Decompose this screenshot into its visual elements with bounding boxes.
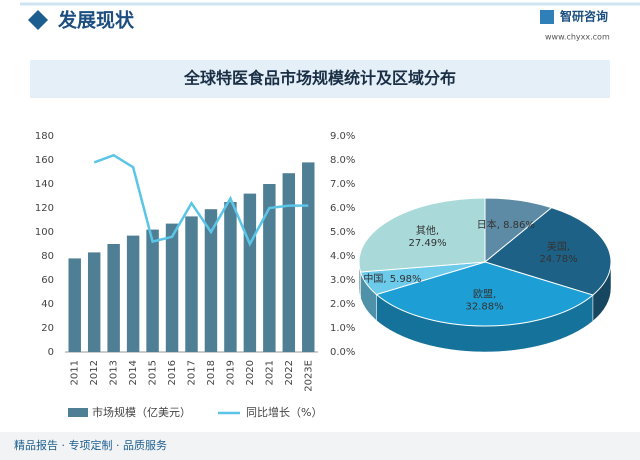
y-tick-label: 180 <box>35 131 54 142</box>
x-tick-label: 2013 <box>109 360 120 385</box>
pie-slice <box>358 197 486 273</box>
bar <box>107 244 120 352</box>
pie-label-value: 5.98% <box>390 274 422 285</box>
x-tick-label: 2023E <box>303 360 314 392</box>
pie-label-name: 中国 <box>363 272 383 285</box>
pie-label: 其他, 27.49% <box>408 224 446 249</box>
y2-tick-label: 1.0% <box>330 323 355 334</box>
x-tick-label: 2020 <box>245 360 256 385</box>
y2-tick-label: 8.0% <box>330 155 355 166</box>
x-tick-label: 2019 <box>225 360 236 385</box>
x-tick-label: 2011 <box>70 360 81 385</box>
pie-label-name: 美国, <box>547 240 570 253</box>
pie-label-value: 24.78% <box>539 254 577 265</box>
pie-label-name: 日本 <box>477 218 497 231</box>
bar <box>146 229 159 352</box>
bar <box>224 202 237 352</box>
y-tick-label: 80 <box>41 251 54 262</box>
growth-line <box>93 153 309 247</box>
pie-label-value: 27.49% <box>408 238 446 249</box>
y-tick-label: 100 <box>35 227 54 238</box>
y2-tick-label: 2.0% <box>330 299 355 310</box>
y2-tick-label: 5.0% <box>330 227 355 238</box>
bar <box>165 223 179 352</box>
legend-swatch <box>68 408 88 417</box>
y-tick-label: 160 <box>35 155 54 166</box>
pie-label: 日本, 8.86% <box>477 218 535 231</box>
bar <box>126 235 140 352</box>
pie-label-name: 欧盟, <box>473 288 496 300</box>
bar <box>282 173 296 352</box>
banner <box>30 60 610 98</box>
y2-tick-label: 9.0% <box>330 131 355 142</box>
bar <box>243 193 257 352</box>
x-tick-label: 2016 <box>167 360 178 385</box>
pie-slice <box>375 261 594 327</box>
y2-tick-label: 7.0% <box>330 179 355 190</box>
x-tick-label: 2015 <box>148 360 159 385</box>
x-tick-label: 2022 <box>284 360 295 385</box>
footer-band <box>0 432 640 460</box>
pie-label: 中国, 5.98% <box>363 272 421 285</box>
banner-title: 全球特医食品市场规模统计及区域分布 <box>183 69 456 88</box>
pie-label: 欧盟, 32.88% <box>466 288 504 312</box>
section-title: 发展现状 <box>57 9 135 32</box>
logo-text: 智研咨询 <box>559 9 608 24</box>
x-tick-label: 2017 <box>187 360 198 385</box>
y2-tick-label: 0.0% <box>330 347 355 358</box>
title-icon <box>28 10 48 30</box>
pie-label: 美国, 24.78% <box>539 240 577 265</box>
bar <box>68 258 81 352</box>
y2-tick-label: 6.0% <box>330 203 355 214</box>
legend-label: 市场规模（亿美元） <box>92 405 191 419</box>
y-tick-label: 60 <box>41 275 54 286</box>
x-tick-label: 2021 <box>264 360 275 385</box>
pie-slice <box>483 207 612 296</box>
pie-label-value: 8.86% <box>503 220 535 231</box>
y-tick-label: 120 <box>35 203 54 214</box>
pie-label-value: 32.88% <box>466 301 504 312</box>
pie-label-name: 其他, <box>416 224 439 237</box>
y-tick-label: 0 <box>48 347 54 358</box>
y-tick-label: 40 <box>41 299 54 310</box>
x-tick-label: 2012 <box>89 360 100 385</box>
y2-tick-label: 3.0% <box>330 275 355 286</box>
x-tick-label: 2014 <box>128 360 139 385</box>
bar <box>185 216 198 352</box>
x-tick-label: 2018 <box>206 360 217 385</box>
bar <box>302 162 315 352</box>
y2-tick-label: 4.0% <box>330 251 355 262</box>
bar <box>87 252 101 352</box>
y-tick-label: 140 <box>35 179 54 190</box>
logo-icon <box>540 10 554 24</box>
bar <box>204 209 218 352</box>
legend-label: 同比增长（%） <box>246 405 322 419</box>
site: www.chyxx.com <box>545 33 610 42</box>
footer-text: 精品报告 · 专项定制 · 品质服务 <box>14 438 167 452</box>
y-tick-label: 20 <box>41 323 54 334</box>
bar <box>263 184 276 352</box>
